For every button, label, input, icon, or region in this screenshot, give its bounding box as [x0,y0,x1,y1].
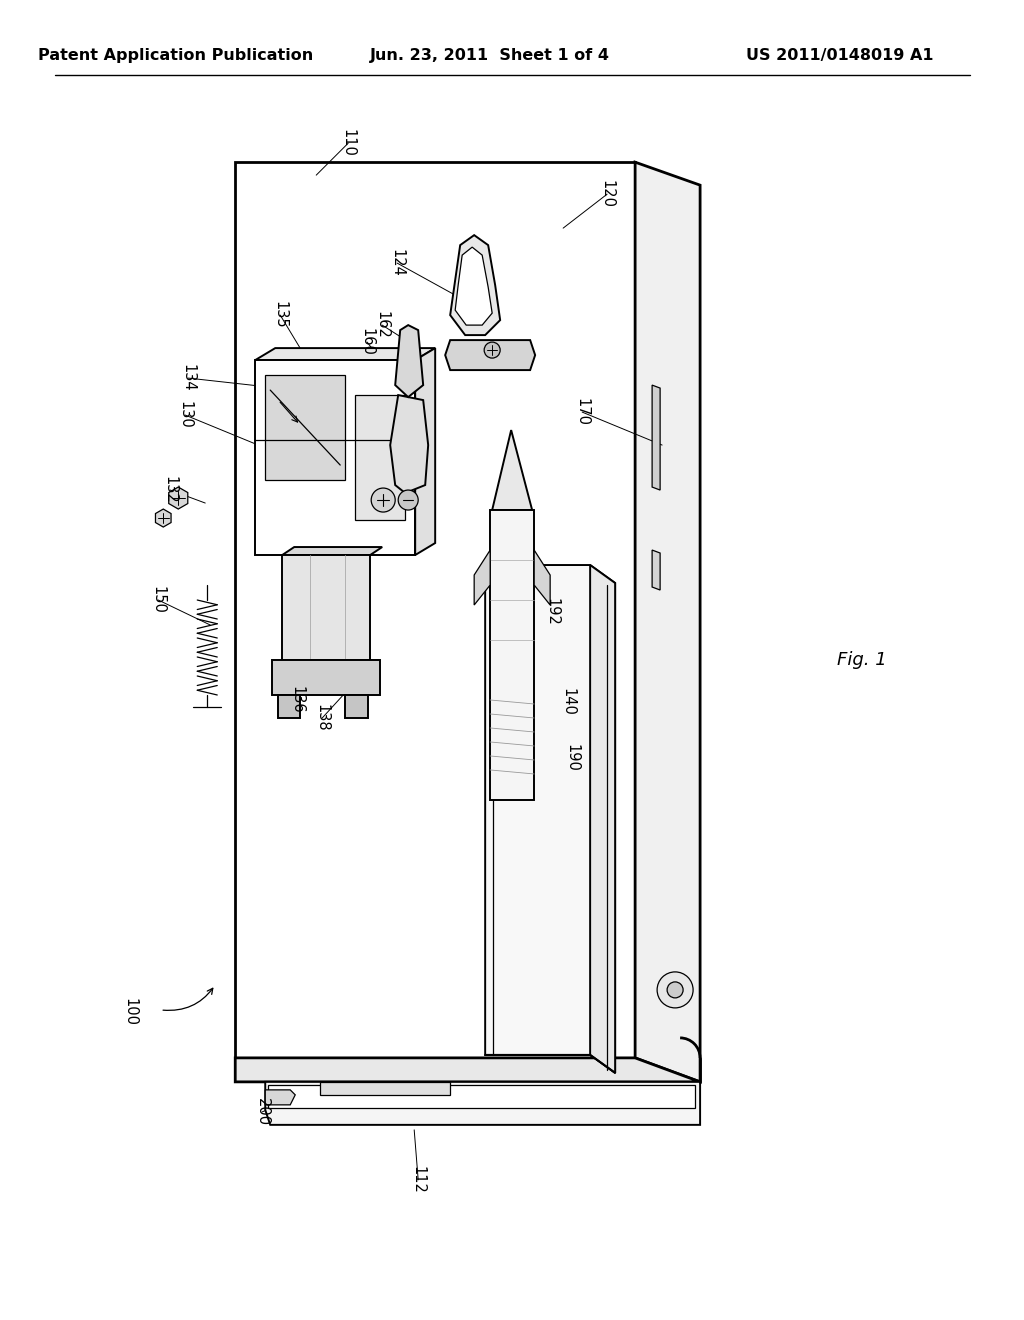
Polygon shape [272,660,380,696]
Polygon shape [490,510,535,800]
Text: 162: 162 [375,312,390,339]
Polygon shape [236,162,635,1057]
Polygon shape [415,348,435,554]
Text: 136: 136 [290,686,305,714]
Text: 160: 160 [359,329,375,356]
Text: 134: 134 [181,364,196,392]
Circle shape [484,342,500,358]
Polygon shape [390,395,428,494]
Polygon shape [456,247,493,325]
Polygon shape [395,325,423,397]
Polygon shape [652,550,660,590]
Polygon shape [268,1085,695,1107]
Polygon shape [255,360,415,554]
Polygon shape [255,348,435,360]
Text: Jun. 23, 2011  Sheet 1 of 4: Jun. 23, 2011 Sheet 1 of 4 [370,48,610,62]
Text: US 2011/0148019 A1: US 2011/0148019 A1 [746,48,934,62]
Polygon shape [283,546,382,554]
Polygon shape [355,395,406,520]
Text: 138: 138 [314,704,330,731]
Polygon shape [451,235,500,335]
Circle shape [372,488,395,512]
Polygon shape [652,385,660,490]
Polygon shape [493,430,532,510]
Polygon shape [236,1057,700,1082]
Polygon shape [635,162,700,1082]
Text: 130: 130 [178,401,193,429]
Polygon shape [321,1082,451,1094]
Text: 150: 150 [151,586,166,614]
Text: Fig. 1: Fig. 1 [838,651,887,669]
Text: 100: 100 [123,998,138,1026]
Text: 200: 200 [255,1098,269,1126]
Polygon shape [283,554,371,660]
Text: 190: 190 [564,744,580,772]
Circle shape [398,490,418,510]
Text: 132: 132 [163,477,178,504]
Polygon shape [279,696,300,718]
Text: Patent Application Publication: Patent Application Publication [38,48,313,62]
Text: 124: 124 [390,249,404,277]
Text: 192: 192 [545,598,560,626]
Circle shape [657,972,693,1008]
Polygon shape [156,510,171,527]
Polygon shape [345,696,369,718]
Circle shape [667,982,683,998]
Polygon shape [485,565,615,1073]
Text: 135: 135 [272,301,288,329]
Text: 140: 140 [561,688,575,715]
Polygon shape [474,550,490,605]
Polygon shape [265,1090,295,1105]
Text: 110: 110 [341,129,355,157]
Polygon shape [169,487,187,510]
Text: 112: 112 [411,1166,426,1193]
Text: 170: 170 [574,399,590,426]
Polygon shape [265,375,345,480]
Polygon shape [590,565,615,1073]
Polygon shape [535,550,550,605]
Polygon shape [445,341,536,370]
Text: 120: 120 [600,180,614,209]
Polygon shape [265,1082,700,1125]
